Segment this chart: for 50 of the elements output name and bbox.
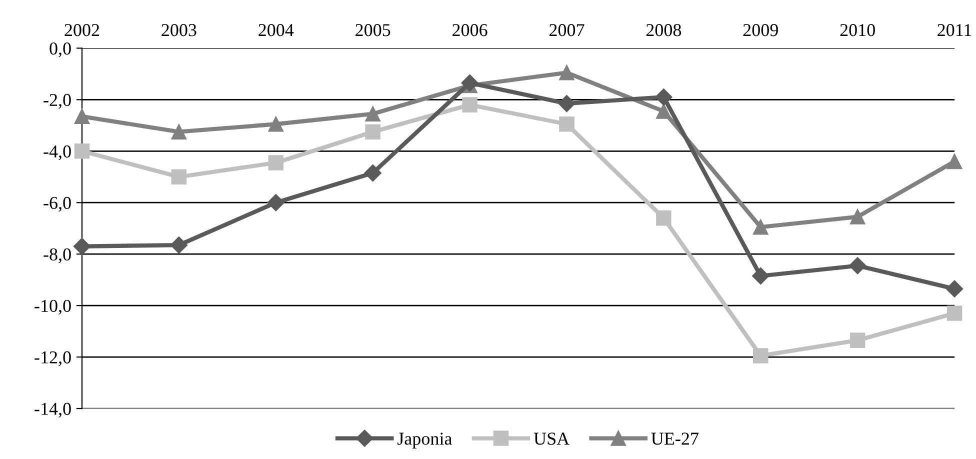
point — [946, 280, 964, 298]
point — [752, 267, 770, 285]
legend-label: UE-27 — [651, 432, 698, 445]
x-tick-label: 2007 — [549, 24, 584, 36]
point — [74, 108, 90, 124]
point — [656, 210, 672, 226]
point — [656, 104, 672, 119]
y-tick-label: 0,0 — [50, 42, 71, 58]
y-tick-label: -10,0 — [34, 300, 71, 315]
point — [365, 106, 380, 122]
x-tick-label: 2004 — [258, 24, 294, 36]
point — [849, 257, 866, 274]
x-tick-label: 2005 — [356, 24, 390, 36]
point — [365, 124, 380, 140]
point — [752, 219, 768, 235]
point — [559, 65, 574, 80]
point — [267, 194, 284, 212]
legend-label: Japonia — [397, 432, 452, 448]
point — [655, 88, 672, 106]
point — [170, 236, 188, 254]
point — [268, 155, 284, 170]
x-tick-label: 2003 — [162, 24, 196, 36]
point — [73, 238, 91, 255]
x-tick-label: 2011 — [938, 24, 972, 36]
point — [850, 209, 866, 224]
point — [752, 348, 768, 364]
point — [946, 306, 962, 321]
point — [461, 74, 478, 92]
y-tick-label: -14,0 — [34, 402, 71, 418]
point — [850, 332, 866, 348]
point — [559, 116, 574, 132]
point — [268, 116, 284, 132]
point — [74, 144, 90, 159]
legend-label: USA — [534, 432, 570, 445]
point — [946, 154, 962, 170]
x-tick-label: 2002 — [64, 24, 100, 36]
y-tick-label: -4,0 — [44, 145, 71, 160]
point — [558, 94, 576, 112]
x-tick-label: 2008 — [646, 24, 682, 36]
point — [171, 169, 187, 185]
y-tick-label: -2,0 — [44, 94, 71, 109]
x-tick-label: 2010 — [840, 24, 875, 36]
x-tick-label: 2006 — [452, 24, 488, 36]
y-tick-label: -6,0 — [44, 196, 71, 212]
point — [462, 97, 478, 112]
point — [171, 124, 187, 140]
point — [364, 164, 382, 182]
x-tick-label: 2009 — [743, 24, 778, 36]
y-tick-label: -8,0 — [44, 248, 71, 264]
y-tick-label: -12,0 — [34, 351, 71, 366]
